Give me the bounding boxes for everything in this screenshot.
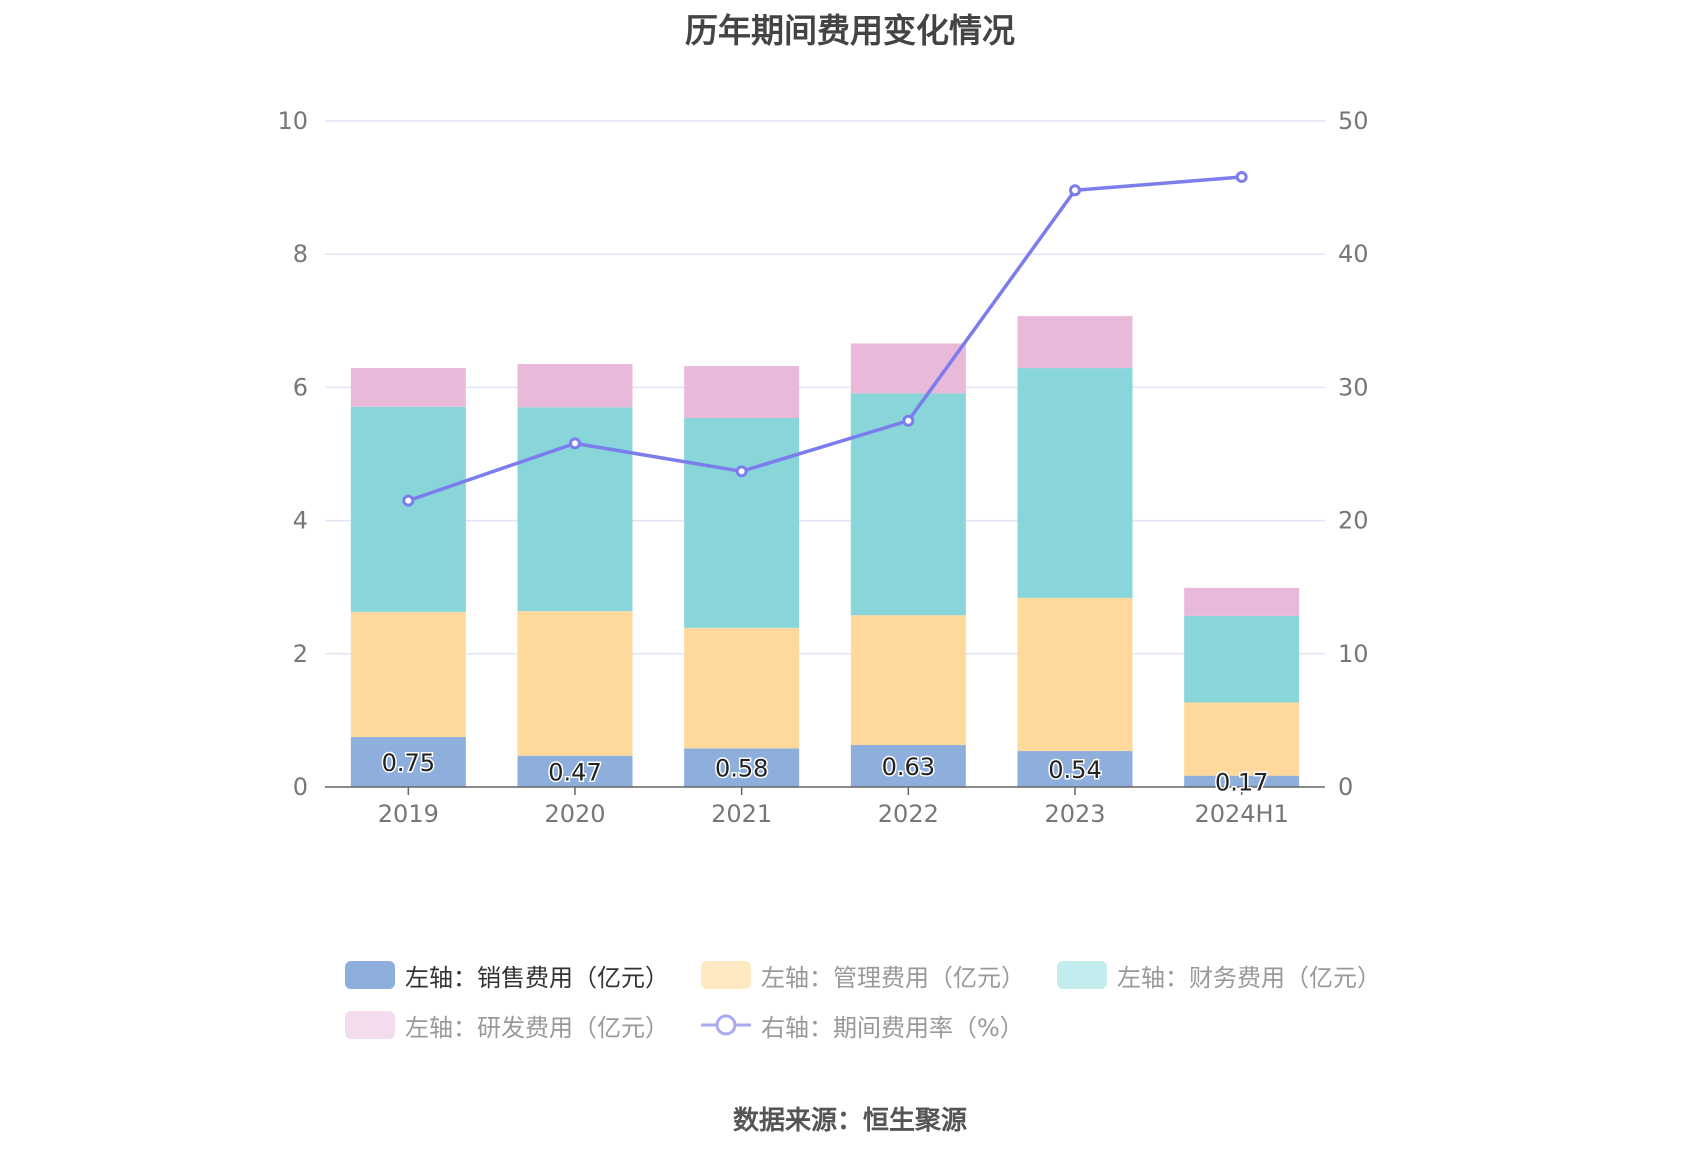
right-axis-tick-label: 20 <box>1338 507 1369 535</box>
rate-line <box>402 170 1248 507</box>
legend-label-finance: 左轴：财务费用（亿元） <box>1117 963 1381 992</box>
bar-data-labels: 0.75 0.47 0.58 0.63 0.54 0.17 <box>380 748 1270 798</box>
x-axis: 2019 2020 2021 2022 2023 2024H1 <box>325 786 1325 828</box>
left-axis-tick-label: 8 <box>293 240 308 268</box>
bar-segment-1[interactable] <box>850 615 966 746</box>
bar-segment-3[interactable] <box>684 366 800 419</box>
bar-segment-2[interactable] <box>684 418 800 628</box>
legend-item-finance[interactable]: 左轴：财务费用（亿元） <box>1057 958 1381 993</box>
legend-swatch-finance <box>1057 961 1107 989</box>
bar-segment-0[interactable] <box>350 737 466 787</box>
legend-swatch-sales <box>345 961 395 989</box>
x-axis-tick-label: 2019 <box>378 800 439 828</box>
bar-segment-0[interactable] <box>850 745 966 787</box>
bar-segment-1[interactable] <box>350 611 466 738</box>
x-axis-tick-label: 2022 <box>878 800 939 828</box>
bar-segment-0[interactable] <box>1017 751 1133 787</box>
legend-swatch-rnd <box>345 1011 395 1039</box>
legend-item-sales[interactable]: 左轴：销售费用（亿元） <box>345 958 669 993</box>
bar-segment-2[interactable] <box>1017 368 1133 598</box>
data-source: 数据来源：恒生聚源 <box>732 1106 967 1136</box>
right-axis-tick-label: 50 <box>1338 107 1369 135</box>
legend-label-admin: 左轴：管理费用（亿元） <box>761 963 1025 992</box>
bar-segment-1[interactable] <box>684 627 800 749</box>
bar-segment-3[interactable] <box>350 368 466 407</box>
bar-segment-2[interactable] <box>1184 615 1300 703</box>
bar-segment-3[interactable] <box>1184 587 1300 616</box>
rate-point[interactable] <box>402 494 415 507</box>
left-axis-ticks: 0 2 4 6 8 10 <box>277 107 308 801</box>
legend-row: 左轴：研发费用（亿元） 右轴：期间费用率（%） <box>345 1000 1395 1050</box>
bar-segment-0[interactable] <box>1184 775 1300 787</box>
bar-segment-1[interactable] <box>1184 702 1300 776</box>
bar-data-label: 0.75 <box>382 749 435 777</box>
chart-title: 历年期间费用变化情况 <box>685 11 1015 50</box>
bar-segment-0[interactable] <box>684 748 800 787</box>
bar-segment-0[interactable] <box>517 755 633 787</box>
right-axis-ticks: 0 10 20 30 40 50 <box>1338 107 1369 801</box>
grid-lines <box>325 120 1325 655</box>
x-axis-tick-label: 2021 <box>711 800 772 828</box>
right-axis-tick-label: 10 <box>1338 640 1369 668</box>
bar-data-label: 0.54 <box>1048 756 1101 784</box>
bar-data-label: 0.47 <box>548 758 601 786</box>
right-axis-tick-label: 30 <box>1338 373 1369 401</box>
legend: 左轴：销售费用（亿元） 左轴：管理费用（亿元） 左轴：财务费用（亿元） 左轴：研… <box>345 950 1395 1050</box>
rate-point[interactable] <box>569 437 581 450</box>
bar-data-label: 0.58 <box>715 755 768 783</box>
rate-point[interactable] <box>1235 170 1248 183</box>
legend-label-rate: 右轴：期间费用率（%） <box>761 1013 1024 1042</box>
legend-label-rnd: 左轴：研发费用（亿元） <box>405 1013 669 1042</box>
legend-swatch-admin <box>701 961 751 989</box>
x-axis-tick-label: 2020 <box>544 800 605 828</box>
left-axis-tick-label: 4 <box>293 507 308 535</box>
left-axis-tick-label: 2 <box>293 640 308 668</box>
bar-segment-3[interactable] <box>517 364 633 408</box>
legend-row: 左轴：销售费用（亿元） 左轴：管理费用（亿元） 左轴：财务费用（亿元） <box>345 950 1395 1000</box>
rate-point[interactable] <box>902 414 915 427</box>
bar-segment-2[interactable] <box>850 393 966 616</box>
rate-line-path <box>407 175 1242 503</box>
bar-segment-1[interactable] <box>517 611 633 756</box>
bar-data-label: 0.17 <box>1215 768 1268 796</box>
rate-point[interactable] <box>735 465 748 478</box>
right-axis-tick-label: 0 <box>1338 773 1353 801</box>
x-axis-tick-label: 2024H1 <box>1194 800 1288 828</box>
legend-label-sales: 左轴：销售费用（亿元） <box>405 963 669 992</box>
bar-segment-1[interactable] <box>1017 597 1133 752</box>
bar-data-label: 0.63 <box>882 753 935 781</box>
legend-item-rnd[interactable]: 左轴：研发费用（亿元） <box>345 1008 669 1043</box>
bar-segment-3[interactable] <box>1017 316 1133 369</box>
bar-segment-2[interactable] <box>350 406 466 612</box>
left-axis-tick-label: 10 <box>277 107 308 135</box>
rate-point[interactable] <box>1069 184 1081 197</box>
x-axis-tick-label: 2023 <box>1044 800 1105 828</box>
left-axis-tick-label: 6 <box>293 373 308 401</box>
line-marker-icon <box>701 1014 751 1036</box>
left-axis-tick-label: 0 <box>293 773 308 801</box>
right-axis-tick-label: 40 <box>1338 240 1369 268</box>
legend-item-admin[interactable]: 左轴：管理费用（亿元） <box>701 958 1025 993</box>
bar-segment-3[interactable] <box>850 343 966 394</box>
legend-item-rate[interactable]: 右轴：期间费用率（%） <box>701 1008 1024 1043</box>
